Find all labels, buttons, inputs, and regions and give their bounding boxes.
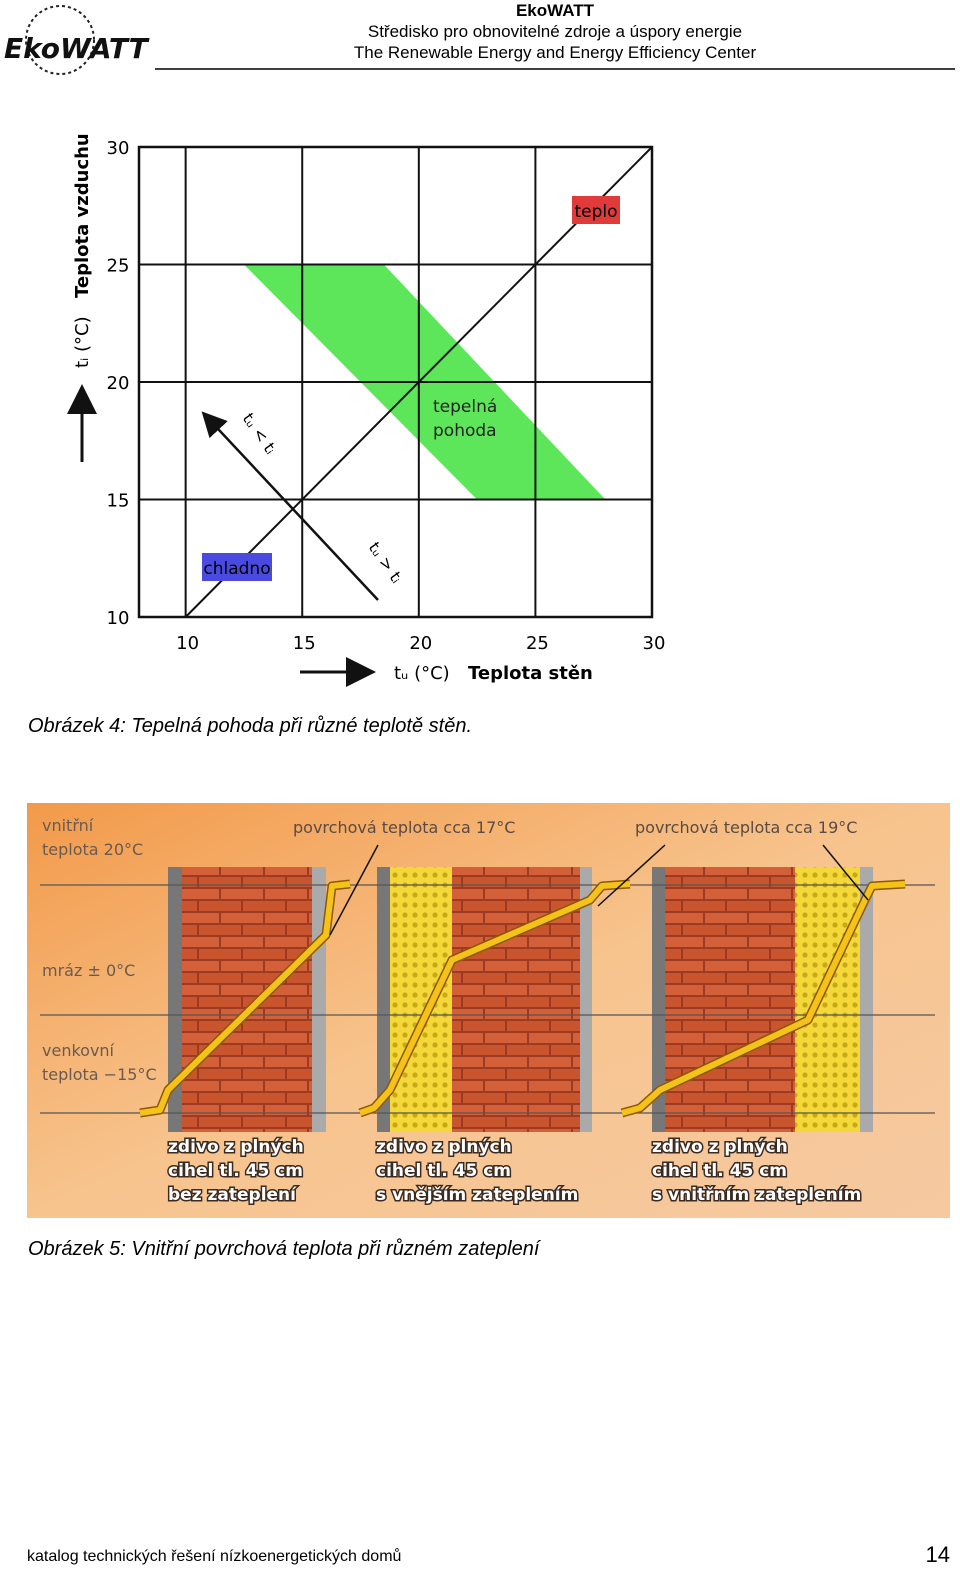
illustration-label: zdivo z plných <box>168 1137 304 1157</box>
illustration-label: s vnějším zateplením <box>376 1185 578 1205</box>
zone-label: pohoda <box>433 421 497 441</box>
illustration-label: teplota 20°C <box>42 840 143 859</box>
illustration-label: zdivo z plných <box>376 1137 512 1157</box>
pointer <box>329 844 379 936</box>
y-tick-label: 20 <box>107 373 130 394</box>
logo-sun <box>25 5 95 75</box>
warm-box <box>572 196 620 224</box>
arrow <box>201 411 379 601</box>
figure1: 10 15 20 25 30 10 15 20 25 30 tepelná pohoda teplo ch… <box>67 133 666 687</box>
y-tick-label: 15 <box>107 491 130 512</box>
x-tick-label: 20 <box>409 633 432 654</box>
plot-frame <box>137 145 654 619</box>
pointer <box>822 844 869 901</box>
header-subtitle: Středisko pro obnovitelné zdroje a úspor… <box>367 22 743 41</box>
cold-box <box>202 553 272 581</box>
x-tick-label: 10 <box>176 633 199 654</box>
y-symbol: tᵢ (°C) <box>72 316 93 368</box>
arrow-label: tᵤ > tᵢ <box>365 538 407 586</box>
caption: Obrázek 5: Vnitřní povrchová teplota při… <box>28 1238 540 1260</box>
y-tick-label: 10 <box>107 608 130 629</box>
x-symbol: tᵤ (°C) <box>394 663 450 684</box>
wall-layer <box>452 867 580 1132</box>
logo: EkoWATT <box>4 32 150 65</box>
temperature-line <box>139 881 351 1116</box>
footer-text: katalog technických řešení nízkoenergeti… <box>27 1548 402 1565</box>
header-title: EkoWATT <box>515 1 595 20</box>
cold-label: chladno <box>203 559 270 579</box>
wall-layer <box>652 867 665 1132</box>
diagonal <box>184 146 653 618</box>
illustration-label: mráz ± 0°C <box>42 961 135 980</box>
illustration-label: cihel tl. 45 cm <box>376 1161 511 1181</box>
illustration-label: vnitřní <box>42 816 94 835</box>
illustration-label: cihel tl. 45 cm <box>168 1161 303 1181</box>
wall-layer <box>182 867 312 1132</box>
illustration-label: povrchová teplota cca 17°C <box>293 818 515 837</box>
figure2: vnitřní teplota 20°C mráz ± 0°C venkovní tep… <box>27 803 950 1218</box>
y-tick-label: 25 <box>107 256 130 277</box>
pointer <box>597 844 666 907</box>
header-subtitle: The Renewable Energy and Energy Efficien… <box>353 43 757 62</box>
temperature-line <box>358 881 631 1116</box>
illustration-label: s vnitřním zateplením <box>652 1185 861 1205</box>
illustration-label: cihel tl. 45 cm <box>652 1161 787 1181</box>
y-label: Teplota vzduchu <box>72 133 93 298</box>
zone-label: tepelná <box>433 397 497 417</box>
header-text: EkoWATT Středisko pro obnovitelné zdroje… <box>354 0 756 63</box>
arrow-label: tᵤ < tᵢ <box>239 409 281 457</box>
wall-layer <box>390 867 452 1132</box>
illustration-label: zdivo z plných <box>652 1137 788 1157</box>
y-tick-label: 30 <box>107 138 130 159</box>
illustration-label: venkovní <box>42 1041 115 1060</box>
wall-layer <box>665 867 795 1132</box>
wall-layer <box>168 867 182 1132</box>
wall-layer <box>795 867 860 1132</box>
x-label: Teplota stěn <box>468 663 593 684</box>
x-tick-label: 30 <box>643 633 666 654</box>
wall-layer <box>312 867 326 1132</box>
warm-label: teplo <box>574 202 617 222</box>
x-tick-label: 25 <box>526 633 549 654</box>
illustration-label: teplota −15°C <box>42 1065 157 1084</box>
temperature-line <box>621 881 906 1116</box>
caption: Obrázek 4: Tepelná pohoda při různé tepl… <box>28 715 473 737</box>
page-number: 14 <box>925 1542 950 1567</box>
illustration-label: povrchová teplota cca 19°C <box>635 818 857 837</box>
wall-layer <box>377 867 390 1132</box>
wall-layer <box>580 867 592 1132</box>
illustration-label: bez zateplení <box>168 1185 297 1205</box>
wall-layer <box>860 867 873 1132</box>
x-tick-label: 15 <box>293 633 316 654</box>
